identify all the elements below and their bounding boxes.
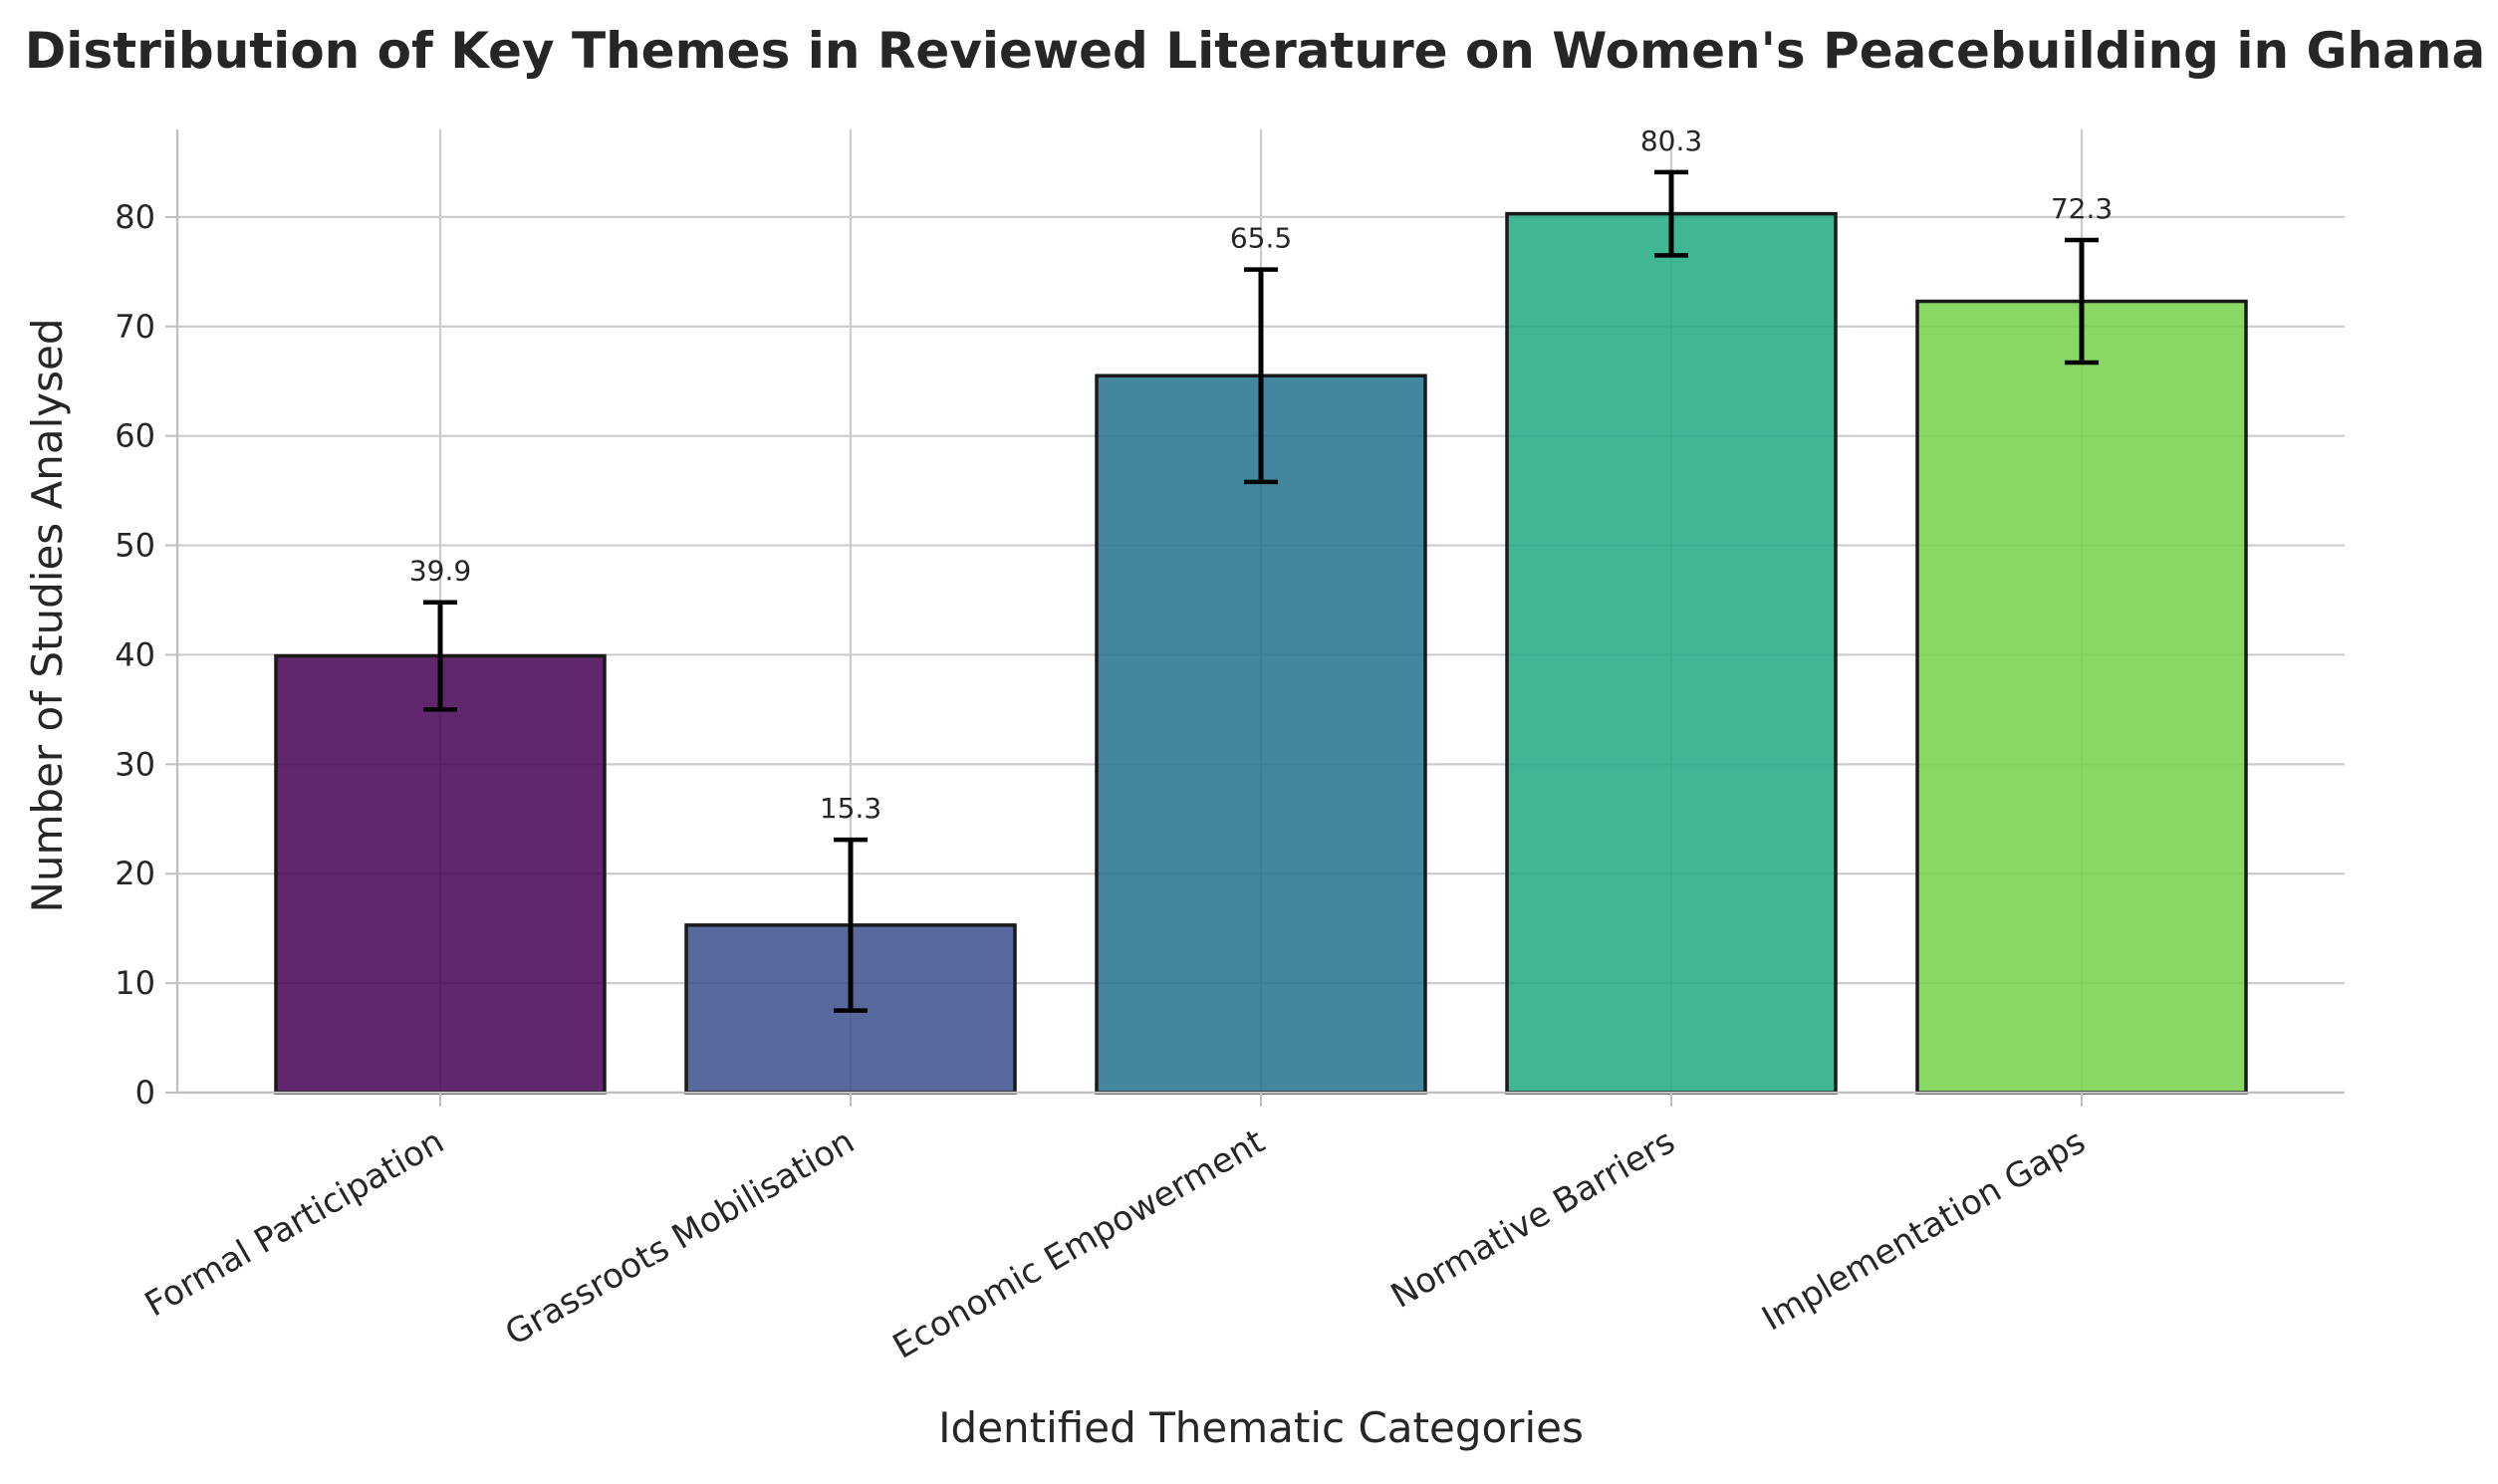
- x-tick-label: Grassroots Mobilisation: [499, 1121, 862, 1354]
- data-label: 65.5: [1230, 222, 1292, 255]
- bar: [1505, 211, 1838, 1095]
- bars-layer: [274, 211, 2248, 1095]
- y-ticks: 0 10 20 30 40 50 60 70 80: [115, 198, 177, 1112]
- y-tick-label: 70: [115, 308, 155, 346]
- data-label: 15.3: [820, 792, 881, 825]
- x-tick-label: Formal Participation: [138, 1121, 451, 1325]
- x-axis-label: Identified Thematic Categories: [938, 1403, 1584, 1452]
- x-tick-label: Economic Empowerment: [886, 1121, 1272, 1366]
- y-tick-label: 60: [115, 417, 155, 455]
- x-tick-label: Implementation Gaps: [1755, 1121, 2092, 1339]
- bar: [1095, 373, 1427, 1095]
- x-ticks: Formal Participation Grassroots Mobilisat…: [138, 1093, 2093, 1366]
- x-tick-label: Normative Barriers: [1384, 1121, 1682, 1317]
- bar: [1915, 299, 2248, 1095]
- data-label: 39.9: [409, 555, 471, 588]
- bar: [274, 653, 607, 1095]
- data-labels: 39.9 15.3 65.5 80.3 72.3: [409, 124, 2113, 825]
- y-tick-label: 0: [135, 1074, 155, 1112]
- data-label: 72.3: [2051, 192, 2113, 225]
- y-tick-label: 10: [115, 964, 155, 1002]
- y-tick-label: 40: [115, 635, 155, 673]
- y-tick-label: 80: [115, 198, 155, 236]
- chart-title: Distribution of Key Themes in Reviewed L…: [25, 22, 2485, 80]
- y-tick-label: 50: [115, 527, 155, 565]
- data-label: 80.3: [1640, 124, 1702, 157]
- y-tick-label: 20: [115, 855, 155, 892]
- y-tick-label: 30: [115, 745, 155, 783]
- error-bars: [423, 169, 2099, 1013]
- y-axis-label: Number of Studies Analysed: [23, 318, 72, 912]
